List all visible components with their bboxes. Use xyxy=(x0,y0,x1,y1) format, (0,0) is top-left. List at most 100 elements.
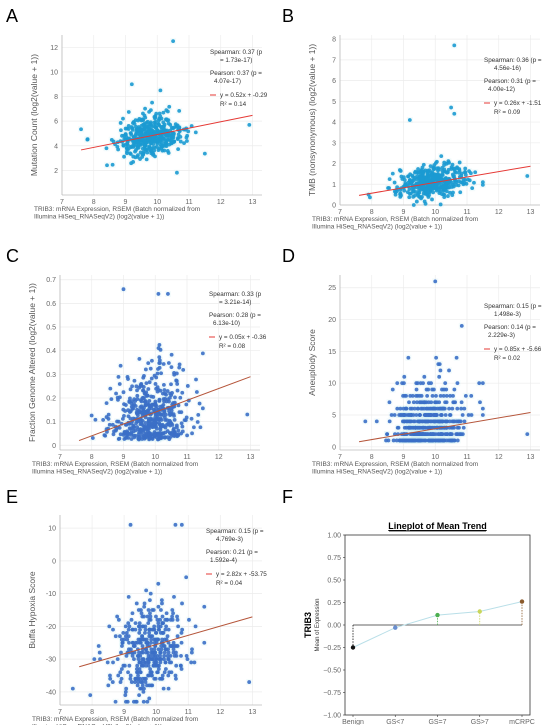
data-point xyxy=(451,394,455,398)
x-axis-label: Illumina HiSeq_RNASeqV2) (log2(value + 1… xyxy=(312,469,442,476)
data-point xyxy=(430,394,435,398)
data-point xyxy=(137,435,142,440)
data-point xyxy=(126,414,131,419)
data-point xyxy=(119,667,124,671)
data-point xyxy=(147,398,152,403)
data-point xyxy=(174,371,179,376)
data-point xyxy=(132,402,137,407)
data-point xyxy=(150,683,155,688)
x-tick-label: mCRPC xyxy=(509,719,535,725)
data-point xyxy=(419,406,424,411)
data-point xyxy=(140,634,144,639)
data-point xyxy=(350,645,356,650)
data-point xyxy=(419,438,424,443)
data-point xyxy=(478,400,482,405)
data-point xyxy=(145,699,150,704)
data-point xyxy=(164,133,168,138)
y-tick-label: 0.75 xyxy=(327,555,341,562)
data-point xyxy=(457,425,461,430)
data-point xyxy=(136,673,140,678)
data-point xyxy=(147,422,151,426)
data-point xyxy=(443,381,448,386)
data-point xyxy=(144,588,149,593)
data-point xyxy=(436,438,441,443)
data-point xyxy=(130,640,135,645)
x-tick-label: 8 xyxy=(90,454,94,461)
data-point xyxy=(425,394,430,398)
data-point xyxy=(162,382,166,387)
data-point xyxy=(179,421,184,426)
stats-text: Pearson: 0.31 (p = xyxy=(484,78,536,85)
data-point xyxy=(402,425,407,430)
data-point xyxy=(178,139,183,144)
data-point xyxy=(136,140,140,145)
data-point xyxy=(179,653,183,658)
data-point xyxy=(425,432,430,436)
stats-text: y = 0.26x + -1.51 xyxy=(494,100,542,107)
data-point xyxy=(451,190,455,195)
data-point xyxy=(156,433,161,438)
data-point xyxy=(142,121,147,126)
data-point xyxy=(450,406,455,411)
data-point xyxy=(160,601,164,606)
data-point xyxy=(153,421,158,426)
data-point xyxy=(148,614,153,619)
data-point xyxy=(176,428,181,433)
x-tick-label: 10 xyxy=(431,209,439,216)
data-point xyxy=(128,131,133,136)
data-point xyxy=(458,190,463,195)
data-point xyxy=(136,624,141,629)
data-point xyxy=(79,127,83,132)
data-point xyxy=(447,419,452,424)
y-axis-label: Mutation Count (log2(value + 1)) xyxy=(29,54,39,176)
data-point xyxy=(424,176,429,181)
data-point xyxy=(202,151,207,156)
data-point xyxy=(111,660,115,665)
data-point xyxy=(407,419,412,424)
y-tick-label: 6 xyxy=(332,78,336,85)
data-point xyxy=(139,404,144,409)
data-point xyxy=(123,126,128,131)
data-point xyxy=(132,644,137,648)
x-tick-label: 10 xyxy=(153,199,161,206)
y-tick-label: 0.50 xyxy=(327,577,341,584)
data-point xyxy=(88,693,93,698)
y-tick-label: 0.3 xyxy=(46,372,56,379)
data-point xyxy=(444,432,449,436)
data-point xyxy=(472,180,476,185)
data-point xyxy=(184,135,189,140)
data-point xyxy=(150,634,155,639)
data-point xyxy=(397,168,402,172)
data-point xyxy=(124,631,129,635)
stats-text: Pearson: 0.37 (p = xyxy=(210,70,262,77)
data-point xyxy=(144,381,149,386)
data-point xyxy=(456,183,461,188)
data-point xyxy=(116,673,121,678)
data-point xyxy=(473,170,478,175)
data-point xyxy=(426,413,431,417)
data-point xyxy=(152,624,157,629)
x-tick-label: 8 xyxy=(370,209,374,216)
data-point xyxy=(402,188,407,193)
data-point xyxy=(166,673,171,678)
y-tick-label: 0.00 xyxy=(327,622,341,629)
data-point xyxy=(437,362,442,366)
data-point xyxy=(466,177,470,182)
data-point xyxy=(440,173,445,178)
data-point xyxy=(393,192,398,197)
y-tick-label: 4 xyxy=(54,143,58,150)
data-point xyxy=(428,432,433,436)
x-tick-label: 7 xyxy=(338,209,342,216)
data-point xyxy=(414,177,419,182)
data-point xyxy=(403,413,407,417)
data-point xyxy=(147,683,152,688)
data-point xyxy=(154,614,158,619)
data-point xyxy=(400,438,405,443)
data-point xyxy=(437,374,442,379)
data-point xyxy=(425,425,430,430)
data-point xyxy=(421,381,425,386)
data-point xyxy=(166,627,171,632)
data-point xyxy=(144,157,149,162)
data-point xyxy=(158,624,163,629)
